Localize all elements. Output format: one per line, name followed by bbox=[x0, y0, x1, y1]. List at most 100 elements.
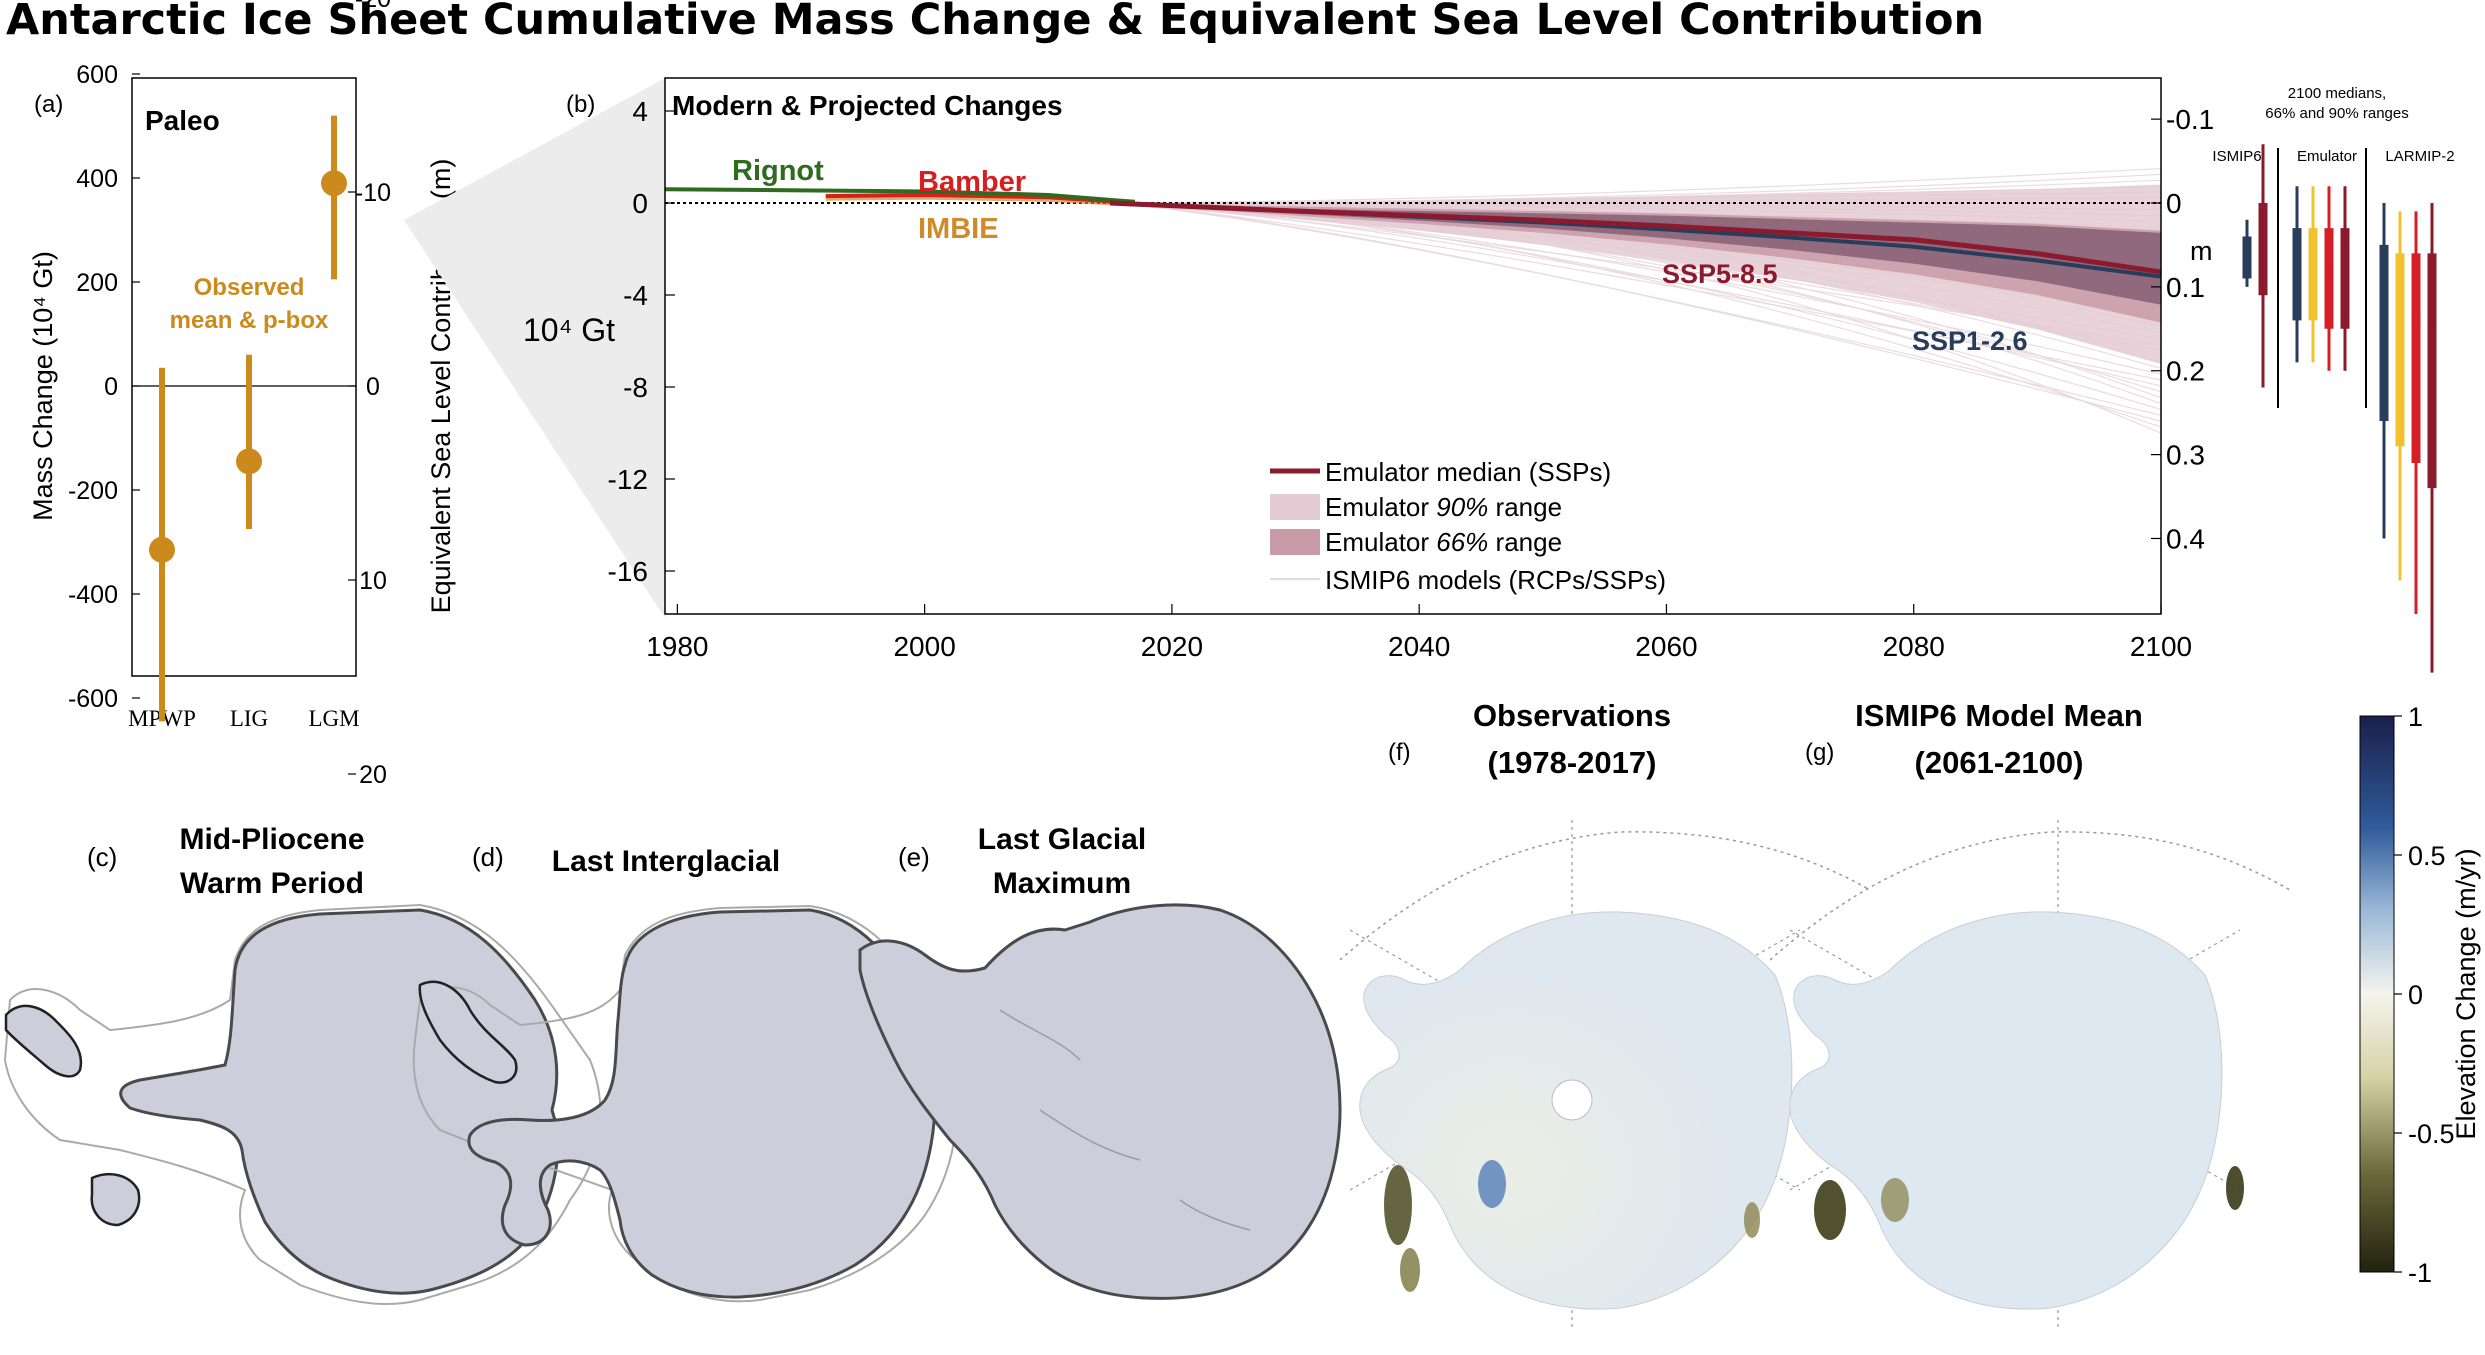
panel-b-frame bbox=[664, 77, 2162, 615]
legend: Emulator median (SSPs) Emulator 90% rang… bbox=[1270, 457, 1666, 595]
paleo-annotation-line2: mean & p-box bbox=[170, 307, 329, 334]
tick-label: -16 bbox=[608, 556, 648, 587]
colorbar: 1 0.5 0 -0.5 -1 Elevation Change (m/yr) bbox=[2359, 702, 2481, 1288]
legend-66-swatch bbox=[1270, 529, 1320, 555]
side-group-emulator: Emulator bbox=[2297, 148, 2357, 165]
model-thinning-2 bbox=[1881, 1178, 1909, 1222]
category-label: LIG bbox=[230, 706, 268, 731]
panel-e-letter: (e) bbox=[898, 842, 930, 872]
figure-title: Antarctic Ice Sheet Cumulative Mass Chan… bbox=[6, 0, 1984, 45]
tick-label: 2060 bbox=[1635, 631, 1697, 662]
sea-level-axis: -0.1 0 0.1 0.2 0.3 0.4 bbox=[2151, 104, 2214, 554]
zoom-wedge bbox=[404, 78, 665, 618]
x-axis: 1980 2000 2020 2040 2060 2080 2100 bbox=[646, 604, 2192, 662]
panel-g-letter: (g) bbox=[1805, 739, 1834, 766]
tick-label: 0.5 bbox=[2408, 841, 2446, 871]
panel-e-title-2: Maximum bbox=[993, 867, 1131, 900]
median-dot bbox=[2379, 299, 2389, 309]
tick-label: 1 bbox=[2408, 702, 2423, 732]
model-thinning-totten bbox=[2226, 1166, 2244, 1210]
side-bars bbox=[2242, 144, 2437, 673]
tick-label: 2040 bbox=[1388, 631, 1450, 662]
tick-label: 0.1 bbox=[2166, 272, 2205, 303]
tick-label: 2100 bbox=[2130, 631, 2192, 662]
tick-label: 20 bbox=[359, 761, 387, 789]
tick-label: 0 bbox=[2408, 980, 2423, 1010]
tick-label: 400 bbox=[76, 165, 118, 193]
panel-b-plot bbox=[664, 167, 2162, 434]
tick-label: -12 bbox=[608, 464, 648, 495]
median-dot bbox=[2411, 315, 2421, 325]
panel-a-title: Paleo bbox=[145, 105, 220, 136]
tick-label: -8 bbox=[623, 372, 648, 403]
tick-label: 4 bbox=[632, 96, 648, 127]
label-imbie: IMBIE bbox=[918, 213, 999, 245]
tick-label: -400 bbox=[68, 581, 118, 609]
side-group-larmip: LARMIP-2 bbox=[2385, 148, 2454, 165]
panel-f-title-1: Observations bbox=[1473, 698, 1671, 733]
panel-a-frame bbox=[131, 77, 357, 677]
paleo-mean-point bbox=[236, 448, 262, 475]
panel-b-munit: m bbox=[2190, 236, 2213, 266]
paleo-annotation-line1: Observed bbox=[194, 274, 305, 301]
legend-90-label: Emulator 90% range bbox=[1325, 492, 1562, 522]
pole-hole bbox=[1551, 1079, 1593, 1121]
lgm-ice-sheet bbox=[858, 903, 1342, 1300]
graticule-arc bbox=[1769, 831, 2291, 961]
panel-a-letter: (a) bbox=[34, 91, 63, 118]
panel-d: (d) Last Interglacial bbox=[412, 842, 958, 1303]
side-panel: 2100 medians, 66% and 90% ranges ISMIP6 … bbox=[2212, 85, 2455, 673]
panel-g-title-1: ISMIP6 Model Mean bbox=[1855, 698, 2143, 733]
side-header-2: 66% and 90% ranges bbox=[2265, 105, 2408, 122]
series-line-rignot bbox=[664, 187, 1135, 204]
tick-label: 0.2 bbox=[2166, 356, 2205, 387]
legend-90-swatch bbox=[1270, 494, 1320, 520]
category-label: LGM bbox=[308, 706, 359, 731]
panel-c-title-2: Warm Period bbox=[180, 867, 364, 900]
panel-b: (b) Modern & Projected Changes 10⁴ Gt m … bbox=[523, 77, 2214, 662]
tick-label: 0.3 bbox=[2166, 440, 2205, 471]
y-axis: 4 0 -4 -8 -12 -16 bbox=[608, 96, 675, 587]
median-dot bbox=[2242, 248, 2252, 258]
label-ssp585: SSP5-8.5 bbox=[1662, 259, 1778, 289]
left-axis: 600 400 200 0 -200 -400 -600 bbox=[68, 61, 140, 713]
panel-d-title: Last Interglacial bbox=[552, 845, 780, 878]
tick-label: 2020 bbox=[1141, 631, 1203, 662]
label-rignot: Rignot bbox=[732, 155, 824, 187]
series-line-ssp585 bbox=[1109, 200, 2162, 275]
lig-outline bbox=[412, 904, 958, 1303]
paleo-mean-point bbox=[321, 170, 347, 197]
panel-e: (e) Last Glacial Maximum bbox=[858, 823, 1342, 1300]
tick-label: 10 bbox=[359, 567, 387, 595]
emulator-core-spread bbox=[1110, 203, 2161, 305]
tick-label: 1980 bbox=[646, 631, 708, 662]
mpwp-map bbox=[3, 903, 602, 1305]
ismip6-model-line bbox=[1110, 167, 2162, 204]
mpwp-lgm-outline bbox=[3, 903, 602, 1305]
tick-label: -0.5 bbox=[2408, 1119, 2455, 1149]
median-dot bbox=[2395, 307, 2405, 317]
tick-label: 0 bbox=[2166, 188, 2182, 219]
panel-b-title: Modern & Projected Changes bbox=[672, 90, 1063, 121]
median-dot bbox=[2308, 265, 2318, 275]
model-thinning-amundsen bbox=[1814, 1180, 1846, 1240]
colorbar-gradient bbox=[2359, 715, 2395, 1273]
median-dot bbox=[2427, 324, 2437, 334]
panel-d-letter: (d) bbox=[472, 842, 504, 872]
lgm-map bbox=[858, 903, 1342, 1300]
lig-peninsula bbox=[418, 980, 518, 1084]
median-dot bbox=[2340, 265, 2350, 275]
legend-66-label: Emulator 66% range bbox=[1325, 527, 1562, 557]
tick-label: 2080 bbox=[1883, 631, 1945, 662]
tick-label: -1 bbox=[2408, 1258, 2432, 1288]
tick-label: -10 bbox=[355, 179, 391, 207]
obs-thinning-amundsen bbox=[1384, 1165, 1412, 1245]
panel-b-bg bbox=[665, 78, 2161, 614]
tick-label: -200 bbox=[68, 477, 118, 505]
panel-c-letter: (c) bbox=[87, 842, 117, 872]
panel-f-letter: (f) bbox=[1388, 739, 1411, 766]
panel-a: (a) Paleo 600 400 200 0 -200 -400 -600 -20 -10 0… bbox=[28, 0, 456, 789]
tick-label: 2000 bbox=[893, 631, 955, 662]
ismip6-model-line bbox=[1110, 202, 2162, 387]
